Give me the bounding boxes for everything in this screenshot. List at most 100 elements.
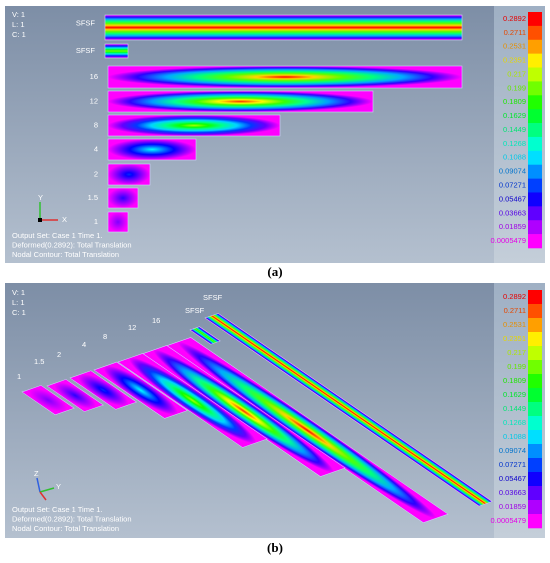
legend-label: 0.1088 [503, 432, 526, 441]
strip [107, 211, 129, 233]
strip-group [189, 326, 221, 345]
triad-label: X [62, 215, 67, 224]
output-info: Deformed(0.2892): Total Translation [12, 240, 132, 249]
legend-label: 0.2892 [503, 14, 526, 23]
legend-label: 0.2531 [503, 42, 526, 51]
legend-band [528, 486, 542, 501]
legend-band [528, 346, 542, 361]
legend-label: 0.1629 [503, 390, 526, 399]
legend-band [528, 430, 542, 445]
legend-band [528, 95, 542, 110]
legend-band [528, 206, 542, 221]
view-info: C: 1 [12, 30, 26, 39]
strip-group [21, 385, 75, 416]
legend-band [528, 39, 542, 54]
strip-label: SFSF [185, 306, 205, 315]
legend-band [528, 304, 542, 319]
strip-label: SFSF [76, 18, 96, 27]
strip-group [93, 361, 188, 419]
legend-label: 0.07271 [499, 181, 526, 190]
legend-band [528, 178, 542, 193]
legend-band [528, 81, 542, 96]
strip [93, 361, 188, 419]
legend-label: 0.05467 [499, 194, 526, 203]
view-info: V: 1 [12, 288, 25, 297]
legend-label: 0.1449 [503, 125, 526, 134]
strip [69, 370, 138, 410]
legend-band [528, 374, 542, 389]
legend-label: 0.1629 [503, 111, 526, 120]
legend-band [528, 332, 542, 347]
legend-label: 0.1268 [503, 139, 526, 148]
legend-label: 0.0005479 [491, 516, 526, 525]
strip [107, 114, 281, 137]
output-info: Output Set: Case 1 Time 1. [12, 231, 102, 240]
legend-band [528, 25, 542, 41]
strip-label: 1 [17, 372, 21, 381]
strip-group [46, 379, 104, 412]
legend-label: 0.199 [507, 362, 526, 371]
view-info: L: 1 [12, 20, 25, 29]
legend-label: 0.07271 [499, 460, 526, 469]
strip [117, 353, 268, 448]
strip-label: 8 [94, 120, 98, 129]
view-info: V: 1 [12, 10, 25, 19]
strip [46, 379, 104, 412]
strip-group [117, 353, 268, 448]
triad-label: Y [38, 193, 43, 202]
legend-label: 0.2892 [503, 292, 526, 301]
output-info: Nodal Contour: Total Translation [12, 524, 119, 533]
triad-label: Y [56, 482, 61, 491]
legend-band [528, 234, 542, 249]
legend-band [528, 67, 542, 82]
legend-band [528, 192, 542, 207]
strip [189, 326, 221, 345]
strip-label: 1.5 [34, 357, 44, 366]
legend-band [528, 360, 542, 375]
strip-label: 1.5 [88, 193, 98, 202]
strip-label: 4 [94, 144, 98, 153]
legend-label: 0.1449 [503, 404, 526, 413]
strip-label: 12 [90, 96, 98, 105]
strip [21, 385, 75, 416]
strip-group [204, 313, 493, 507]
legend-label: 0.1809 [503, 97, 526, 106]
legend-label: 0.199 [507, 83, 526, 92]
strip [107, 163, 151, 186]
strip-label: 2 [94, 169, 98, 178]
output-info: Deformed(0.2892): Total Translation [12, 514, 132, 523]
legend-label: 0.09074 [499, 167, 526, 176]
legend-band [528, 136, 542, 152]
triad-axis [39, 487, 55, 493]
legend-band [528, 472, 542, 487]
legend-band [528, 416, 542, 431]
legend-label: 0.2351 [503, 334, 526, 343]
view-info: L: 1 [12, 298, 25, 307]
legend-label: 0.01859 [499, 222, 526, 231]
caption: (a) [267, 264, 282, 279]
legend-label: 0.05467 [499, 474, 526, 483]
output-info: Output Set: Case 1 Time 1. [12, 505, 102, 514]
legend-band [528, 388, 542, 403]
strip [107, 65, 463, 89]
legend-label: 0.217 [507, 348, 526, 357]
legend-band [528, 290, 542, 305]
legend-band [528, 500, 542, 515]
legend-label: 0.03663 [499, 208, 526, 217]
legend-band [528, 444, 542, 459]
triad-origin [38, 218, 42, 222]
legend-band [528, 109, 542, 124]
strip-label: 2 [57, 350, 61, 359]
triad-axis [36, 477, 41, 493]
legend-label: 0.2351 [503, 56, 526, 65]
legend-label: 0.01859 [499, 502, 526, 511]
legend-band [528, 458, 542, 473]
legend-band [528, 318, 542, 333]
legend-label: 0.1809 [503, 376, 526, 385]
legend-label: 0.217 [507, 69, 526, 78]
legend-label: 0.2531 [503, 320, 526, 329]
legend-band [528, 150, 542, 166]
output-info: Nodal Contour: Total Translation [12, 250, 119, 259]
